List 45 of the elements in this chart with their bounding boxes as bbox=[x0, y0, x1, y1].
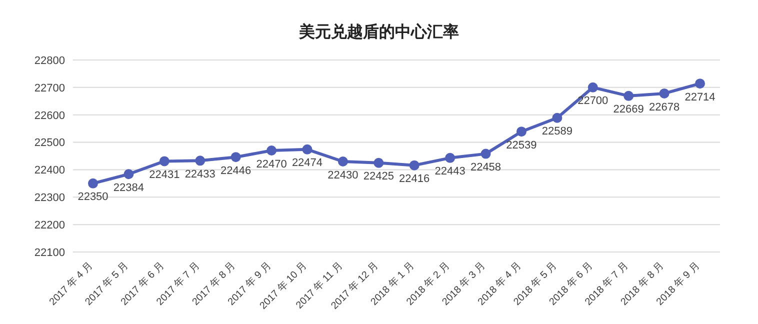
data-label: 22474 bbox=[292, 157, 323, 170]
data-label: 22678 bbox=[648, 101, 680, 114]
point bbox=[88, 178, 98, 188]
point bbox=[159, 156, 170, 166]
chart-title: 美元兑越盾的中心汇率 bbox=[298, 22, 460, 43]
data-label: 22430 bbox=[328, 169, 358, 182]
y-tick-label: 22700 bbox=[34, 82, 65, 94]
data-label: 22539 bbox=[506, 139, 537, 152]
point bbox=[624, 90, 634, 101]
data-label: 22700 bbox=[578, 95, 608, 108]
point bbox=[409, 160, 420, 170]
y-tick-label: 22500 bbox=[34, 137, 65, 150]
data-label: 22425 bbox=[363, 170, 394, 183]
point bbox=[552, 112, 562, 123]
data-label: 22384 bbox=[113, 182, 144, 194]
y-tick-label: 22600 bbox=[34, 110, 65, 122]
point bbox=[516, 126, 526, 137]
point bbox=[659, 88, 670, 98]
y-tick-label: 22200 bbox=[34, 219, 65, 232]
y-tick-label: 22100 bbox=[34, 246, 65, 259]
point bbox=[266, 146, 277, 156]
y-tick-label: 22800 bbox=[34, 54, 65, 67]
data-label: 22416 bbox=[399, 173, 430, 186]
y-tick-label: 22300 bbox=[34, 192, 65, 204]
data-label: 22589 bbox=[542, 126, 572, 138]
data-label: 22433 bbox=[184, 168, 216, 180]
y-tick-label: 22400 bbox=[34, 164, 65, 177]
data-label: 22431 bbox=[149, 169, 180, 182]
point bbox=[480, 148, 491, 159]
point bbox=[195, 156, 206, 166]
point bbox=[124, 169, 134, 180]
point bbox=[230, 152, 241, 162]
point bbox=[445, 152, 456, 163]
data-label: 22443 bbox=[434, 166, 466, 178]
point bbox=[302, 144, 312, 154]
point bbox=[588, 82, 598, 92]
data-label: 22714 bbox=[684, 91, 716, 104]
data-label: 22669 bbox=[613, 104, 644, 116]
data-label: 22350 bbox=[78, 191, 108, 204]
point bbox=[338, 156, 348, 166]
point bbox=[374, 158, 384, 168]
data-label: 22458 bbox=[470, 162, 502, 174]
point bbox=[695, 78, 705, 89]
data-label: 22446 bbox=[220, 164, 252, 177]
data-label: 22470 bbox=[256, 158, 287, 170]
